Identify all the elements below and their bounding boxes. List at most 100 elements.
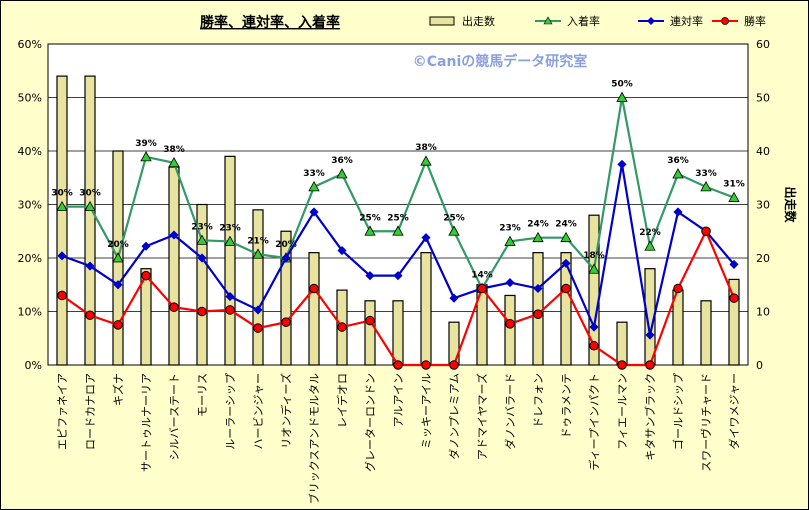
point-place — [448, 225, 460, 236]
point-win — [421, 360, 431, 370]
data-label-place: 39% — [135, 139, 157, 149]
bar-starts — [252, 209, 264, 366]
x-tick-label: ロードカナロア — [84, 373, 97, 450]
point-place — [140, 151, 152, 162]
data-label-place: 21% — [247, 236, 269, 246]
point-rentai — [57, 251, 67, 261]
bar-starts — [308, 252, 320, 366]
legend-swatch — [429, 16, 455, 26]
point-win — [449, 360, 459, 370]
point-place — [700, 181, 712, 192]
y-left-tick-label: 0% — [25, 359, 42, 372]
y-right-tick-label: 20 — [756, 252, 770, 265]
legend-item-starts: 出走数 — [429, 14, 495, 28]
bar-starts — [84, 75, 96, 366]
y-right-tick-labels: 0 10 20 30 40 50 60 — [756, 38, 770, 372]
bar-starts — [588, 214, 600, 366]
data-label-place: 38% — [163, 145, 185, 155]
data-labels-place: 30% 30% 20% 39% 38% 23% 23% 21% 20% 33% 36% 25% 25% 3… — [51, 80, 745, 281]
point-place — [84, 200, 96, 212]
x-tick-label: ダノンバラード — [503, 373, 517, 450]
data-label-place: 24% — [527, 220, 549, 230]
data-label-place: 30% — [79, 189, 101, 199]
point-win — [701, 226, 711, 237]
data-label-place: 36% — [331, 156, 353, 166]
point-rentai — [85, 261, 95, 271]
y-right-tick-label: 50 — [756, 92, 770, 105]
bar-starts — [196, 203, 208, 366]
point-win — [589, 340, 599, 351]
point-place — [196, 234, 208, 245]
data-label-place: 50% — [611, 80, 633, 90]
y-right-tick-label: 30 — [756, 199, 770, 212]
point-rentai — [365, 271, 375, 281]
legend: 出走数 入着率 連対率 勝率 — [429, 14, 766, 28]
legend-item-place: 入着率 — [535, 14, 600, 28]
bar-starts — [700, 300, 712, 366]
point-place — [252, 248, 264, 259]
data-label-place: 25% — [359, 213, 381, 223]
x-tick-label: アドマイヤマーズ — [475, 373, 489, 460]
x-tick-label: ドレフォン — [532, 373, 545, 428]
bar-starts — [532, 252, 544, 366]
x-tick-label: ルーラーシップ — [224, 373, 237, 450]
data-label-place: 22% — [639, 228, 661, 238]
bar-starts — [560, 252, 572, 366]
point-place — [644, 240, 656, 251]
point-place — [560, 231, 572, 243]
point-win — [533, 309, 543, 319]
point-win — [365, 315, 375, 326]
point-win — [169, 302, 179, 313]
point-rentai — [197, 253, 207, 263]
point-win — [85, 310, 95, 321]
point-rentai — [617, 159, 627, 169]
point-win — [113, 320, 123, 330]
point-rentai — [141, 241, 151, 251]
y-left-tick-label: 40% — [18, 145, 42, 158]
point-place — [336, 168, 348, 179]
point-rentai — [421, 233, 431, 243]
point-rentai — [589, 322, 599, 332]
point-win — [225, 305, 235, 315]
x-tick-label: ダイワメジャー — [727, 373, 741, 449]
point-place — [56, 200, 68, 212]
point-win — [505, 319, 515, 329]
point-rentai — [505, 278, 515, 288]
x-tick-label: ブリックスアンドモルタル — [307, 373, 321, 504]
legend-marker — [543, 16, 553, 25]
point-win — [197, 306, 207, 317]
point-win — [281, 317, 291, 328]
data-label-place: 23% — [219, 223, 241, 233]
x-tick-label: キタサンブラック — [643, 373, 657, 461]
bar-starts — [420, 252, 432, 366]
bar-starts — [280, 230, 292, 366]
x-tick-label: スワーヴリチャード — [699, 373, 713, 472]
point-place — [224, 235, 236, 246]
legend-label: 出走数 — [462, 14, 495, 28]
point-rentai — [729, 259, 739, 269]
data-label-place: 33% — [695, 169, 717, 179]
x-tick-label: エピファネイア — [56, 373, 69, 450]
x-tick-label: アルアイン — [392, 373, 405, 427]
point-win — [673, 283, 683, 294]
chart-title: 勝率、連対率、入着率 — [200, 14, 340, 31]
x-tick-label: サートゥルナーリア — [140, 373, 153, 472]
point-win — [561, 283, 571, 294]
x-tick-label: ゴールドシップ — [671, 373, 685, 450]
y-right-tick-label: 10 — [756, 306, 770, 319]
point-place — [728, 191, 740, 202]
point-rentai — [561, 258, 571, 268]
x-tick-label: シルバーステート — [168, 373, 181, 460]
point-place — [420, 155, 432, 166]
data-label-place: 25% — [443, 213, 465, 223]
point-rentai — [113, 280, 123, 290]
bar-starts — [224, 155, 236, 366]
data-label-place: 18% — [583, 251, 605, 261]
point-place — [532, 231, 544, 243]
point-rentai — [309, 207, 319, 217]
bar-starts — [140, 268, 152, 366]
point-rentai — [393, 271, 403, 281]
point-win — [645, 360, 655, 370]
bar-starts — [56, 75, 68, 366]
bar-starts — [672, 289, 684, 366]
